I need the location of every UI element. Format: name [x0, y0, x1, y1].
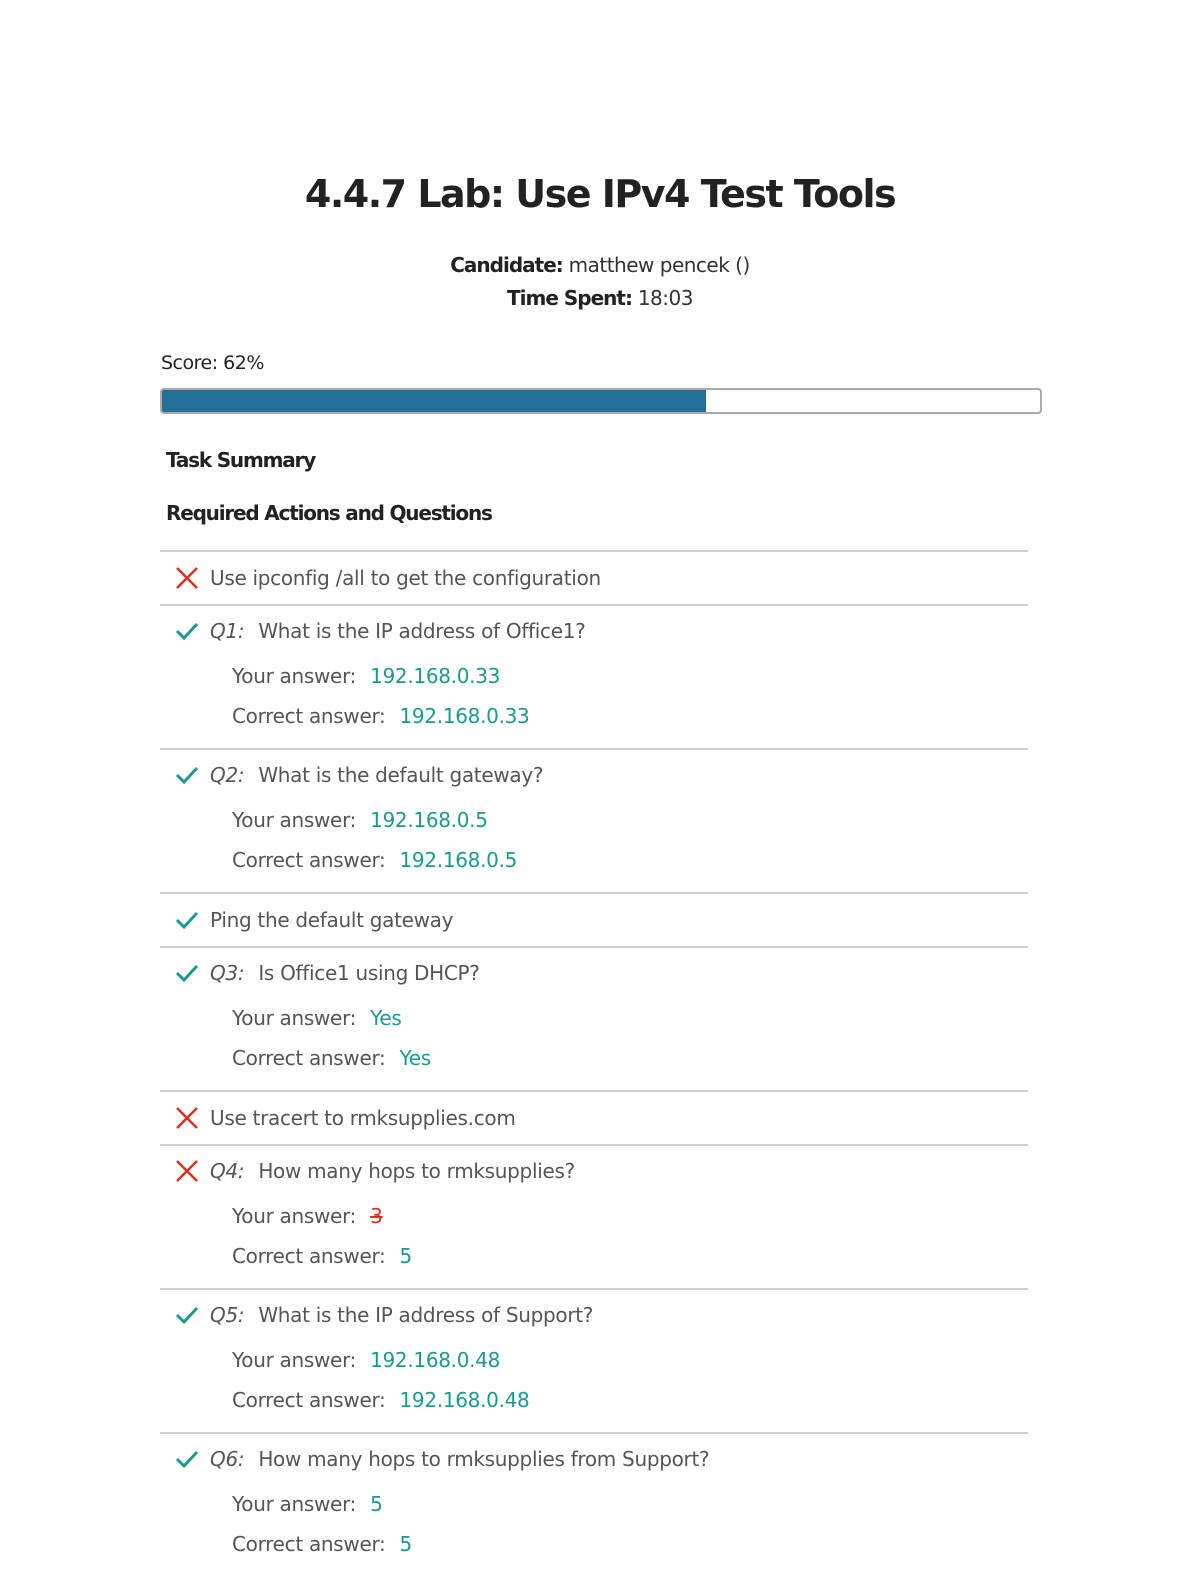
- question-item: Q1: What is the IP address of Office1? Yo…: [160, 604, 1028, 748]
- correct-answer-value: 192.168.0.33: [399, 704, 530, 728]
- correct-answer-value: 192.168.0.48: [399, 1388, 530, 1412]
- question-number: Q4:: [210, 1159, 245, 1183]
- task-list: Use ipconfig /all to get the configurati…: [160, 550, 1028, 1576]
- question-number: Q3:: [210, 961, 245, 985]
- action-item: Use tracert to rmksupplies.com: [160, 1090, 1028, 1144]
- your-answer-value: 192.168.0.33: [370, 664, 501, 688]
- x-icon: [176, 1160, 198, 1182]
- your-answer-label: Your answer:: [232, 1348, 357, 1372]
- question-text: What is the IP address of Office1?: [258, 619, 586, 643]
- task-summary-heading: Task Summary: [166, 448, 316, 472]
- required-heading: Required Actions and Questions: [166, 501, 493, 525]
- score-progress-bar: [160, 388, 1042, 414]
- action-item: Use ipconfig /all to get the configurati…: [160, 550, 1028, 604]
- action-item: Ping the default gateway: [160, 892, 1028, 946]
- action-text: Ping the default gateway: [210, 908, 454, 932]
- question-number: Q5:: [210, 1303, 245, 1327]
- page-title: 4.4.7 Lab: Use IPv4 Test Tools: [304, 172, 897, 216]
- time-label: Time Spent:: [507, 286, 633, 310]
- check-icon: [175, 622, 199, 641]
- your-answer-value: 192.168.0.5: [370, 808, 488, 832]
- correct-answer-value: 192.168.0.5: [399, 848, 518, 872]
- correct-answer-label: Correct answer:: [232, 1388, 386, 1412]
- your-answer-label: Your answer:: [232, 664, 357, 688]
- time-value: 18:03: [637, 286, 694, 310]
- action-text: Use ipconfig /all to get the configurati…: [210, 566, 601, 590]
- your-answer-label: Your answer:: [232, 808, 357, 832]
- your-answer-value: 5: [370, 1492, 383, 1516]
- x-icon: [176, 567, 198, 589]
- correct-answer-label: Correct answer:: [232, 848, 386, 872]
- action-text: Use tracert to rmksupplies.com: [210, 1106, 516, 1130]
- check-icon: [175, 766, 199, 785]
- question-number: Q2:: [210, 763, 245, 787]
- x-icon: [176, 1107, 198, 1129]
- question-item: Q4: How many hops to rmksupplies? Your an…: [160, 1144, 1028, 1288]
- score-progress-fill: [162, 390, 707, 412]
- your-answer-label: Your answer:: [232, 1204, 357, 1228]
- question-text: How many hops to rmksupplies from Suppor…: [258, 1447, 710, 1471]
- question-item: Q6: How many hops to rmksupplies from Sup…: [160, 1432, 1028, 1576]
- question-text: Is Office1 using DHCP?: [258, 961, 480, 985]
- candidate-line: Candidate: matthew pencek (): [0, 253, 1200, 277]
- question-number: Q6:: [210, 1447, 245, 1471]
- question-item: Q3: Is Office1 using DHCP? Your answer: Ye…: [160, 946, 1028, 1090]
- correct-answer-value: 5: [399, 1244, 412, 1268]
- your-answer-label: Your answer:: [232, 1006, 357, 1030]
- check-icon: [175, 911, 199, 930]
- check-icon: [175, 1450, 199, 1469]
- your-answer-label: Your answer:: [232, 1492, 357, 1516]
- question-text: What is the IP address of Support?: [258, 1303, 594, 1327]
- question-item: Q2: What is the default gateway? Your ans…: [160, 748, 1028, 892]
- correct-answer-label: Correct answer:: [232, 1532, 386, 1556]
- candidate-name: matthew pencek (): [568, 253, 751, 277]
- your-answer-value: Yes: [370, 1006, 402, 1030]
- check-icon: [175, 964, 199, 983]
- correct-answer-label: Correct answer:: [232, 704, 386, 728]
- question-text: What is the default gateway?: [258, 763, 544, 787]
- correct-answer-label: Correct answer:: [232, 1244, 386, 1268]
- question-text: How many hops to rmksupplies?: [258, 1159, 575, 1183]
- score-text: Score: 62%: [161, 352, 264, 374]
- time-line: Time Spent: 18:03: [0, 286, 1200, 310]
- candidate-label: Candidate:: [450, 253, 564, 277]
- question-item: Q5: What is the IP address of Support? Yo…: [160, 1288, 1028, 1432]
- correct-answer-value: 5: [399, 1532, 412, 1556]
- check-icon: [175, 1306, 199, 1325]
- correct-answer-value: Yes: [399, 1046, 431, 1070]
- your-answer-value: 3: [370, 1204, 383, 1228]
- your-answer-value: 192.168.0.48: [370, 1348, 501, 1372]
- question-number: Q1:: [210, 619, 245, 643]
- correct-answer-label: Correct answer:: [232, 1046, 386, 1070]
